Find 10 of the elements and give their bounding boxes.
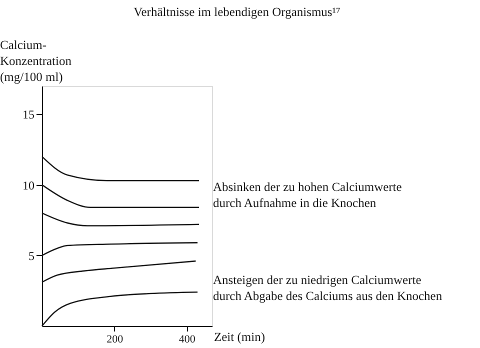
x-axis-title: Zeit (min) <box>214 330 266 344</box>
y-tick-label: 10 <box>22 178 34 192</box>
y-tick-label: 5 <box>28 248 34 263</box>
x-tick-label: 200 <box>106 334 124 346</box>
y-tick-label: 15 <box>22 108 34 122</box>
annotation: Ansteigen der zu niedrigen Calciumwerte durch Abgabe des Calciums aus den Knochen <box>213 273 443 303</box>
y-axis-title: Calcium- Konzentration (mg/100 ml) <box>0 38 72 84</box>
annotation: Absinken der zu hohen Calciumwerte durch Aufnahme in die Knochen <box>213 180 402 210</box>
chart-title: Verhältnisse im lebendigen Organismus¹⁷ <box>134 5 340 19</box>
x-tick-label: 400 <box>178 334 196 346</box>
